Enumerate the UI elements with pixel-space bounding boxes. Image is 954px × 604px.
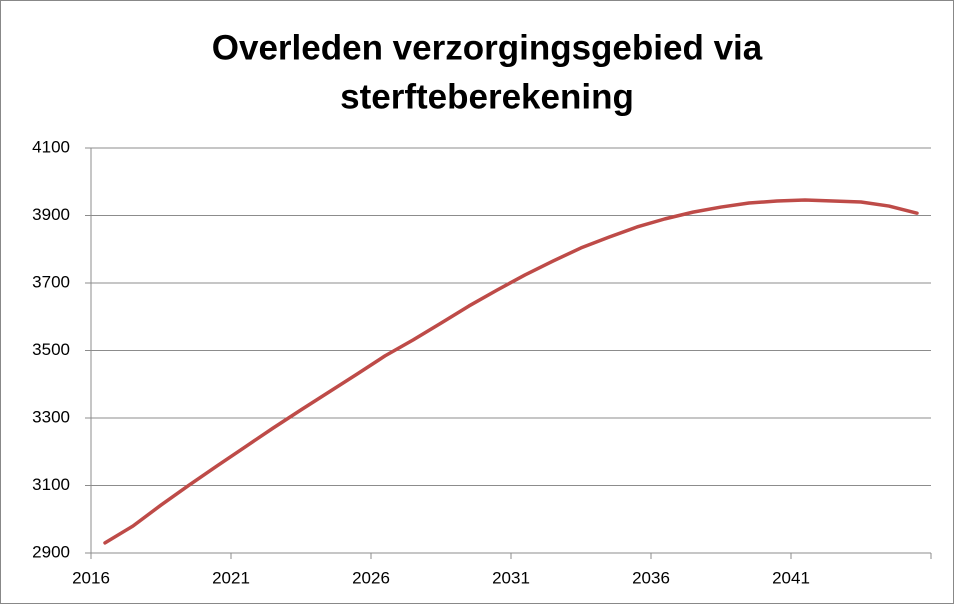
chart-title: sterfteberekening [340, 77, 634, 116]
x-tick-label: 2036 [632, 568, 670, 587]
x-tick-label: 2016 [72, 568, 110, 587]
y-tick-label: 3700 [32, 272, 70, 291]
x-tick-label: 2021 [212, 568, 250, 587]
chart-title: Overleden verzorgingsgebied via [212, 28, 763, 67]
x-tick-label: 2026 [352, 568, 390, 587]
y-tick-label: 3300 [32, 407, 70, 426]
y-tick-label: 3100 [32, 475, 70, 494]
y-tick-label: 2900 [32, 542, 70, 561]
series-line [103, 198, 919, 545]
y-tick-label: 3900 [32, 205, 70, 224]
x-tick-label: 2031 [492, 568, 530, 587]
x-tick-label: 2041 [772, 568, 810, 587]
y-tick-label: 4100 [32, 137, 70, 156]
y-tick-label: 3500 [32, 340, 70, 359]
